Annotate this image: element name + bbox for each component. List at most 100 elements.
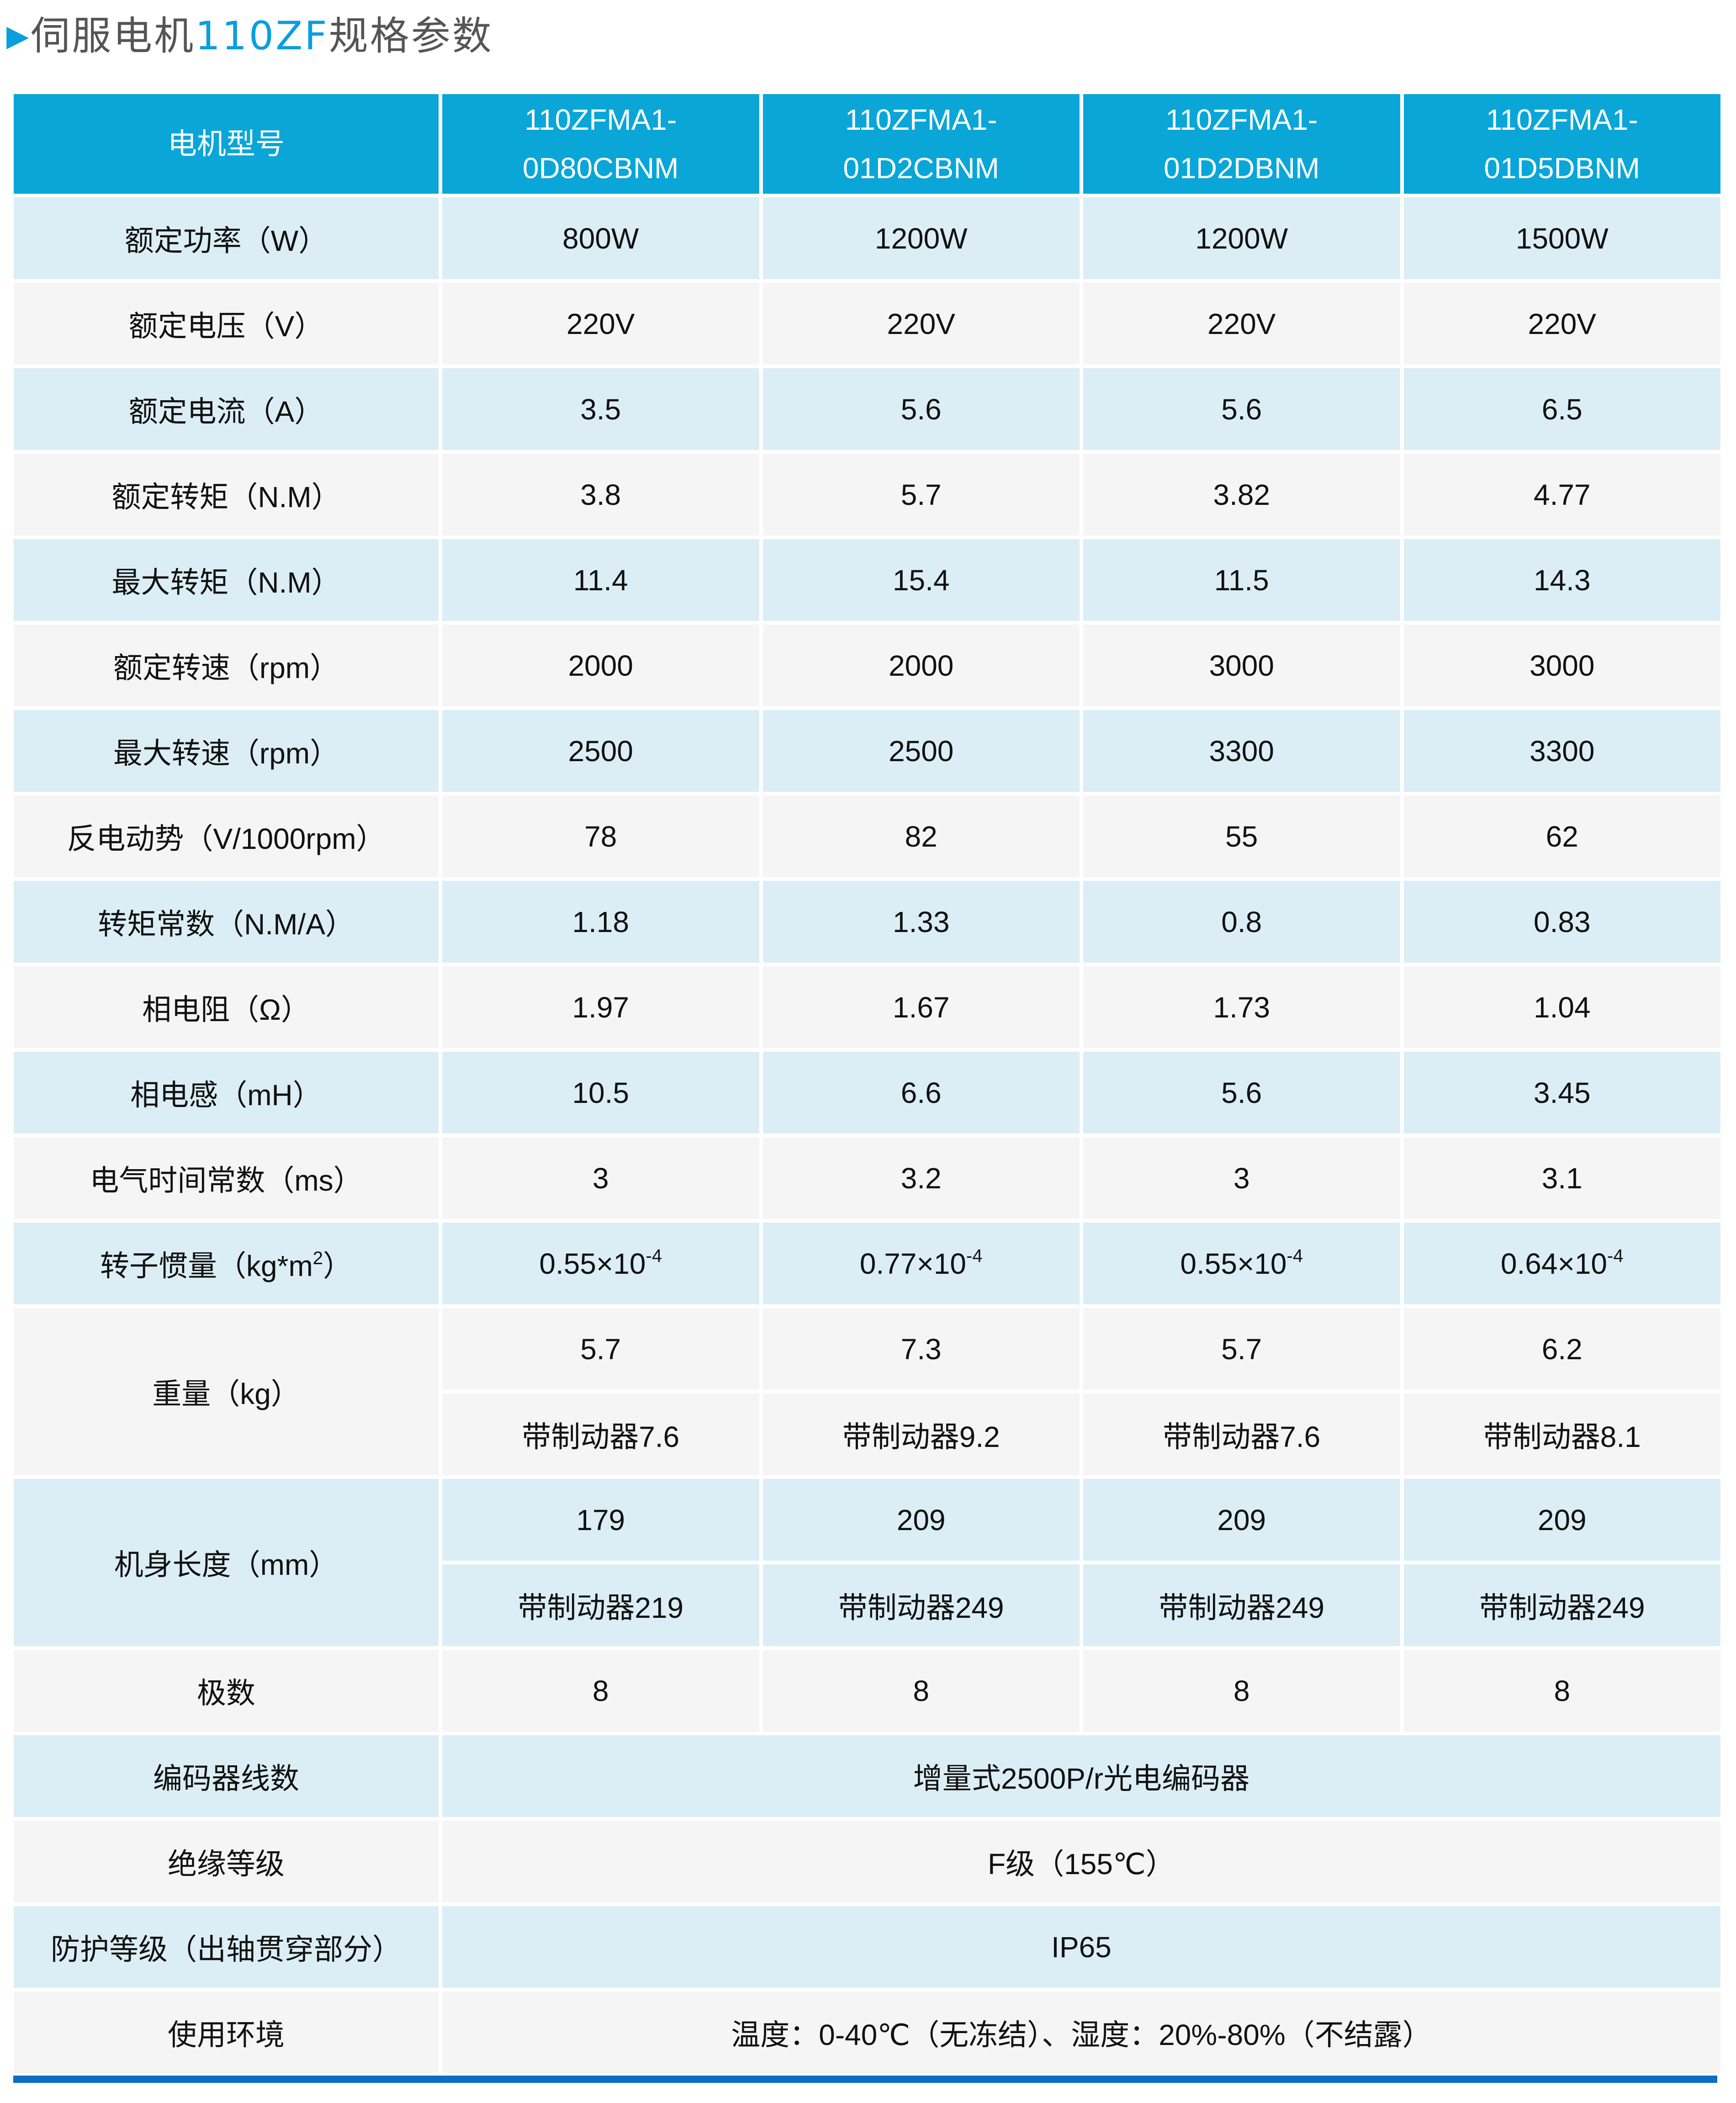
row-label: 电气时间常数（ms） — [14, 1137, 439, 1219]
row-label: 额定电流（A） — [14, 368, 439, 450]
row-value: 2000 — [442, 625, 759, 706]
row-value: 11.5 — [1083, 539, 1400, 621]
row-value: 14.3 — [1403, 539, 1720, 621]
row-label: 绝缘等级 — [14, 1821, 439, 1902]
value-text: 6.6 — [900, 1076, 942, 1109]
row-value: 3.8 — [442, 454, 759, 535]
model-line1: 110ZFMA1- — [1486, 103, 1638, 136]
row-value: 0.8 — [1083, 881, 1400, 963]
row-value: 0.77×10-4 — [762, 1223, 1080, 1304]
row-label-text: 额定电压（V） — [128, 309, 324, 343]
value-text: 220V — [1528, 307, 1596, 340]
table-row: 机身长度（mm） 179 209 209 209 — [14, 1479, 1720, 1646]
row-value: 220V — [1403, 283, 1720, 365]
row-label: 机身长度（mm） — [14, 1479, 439, 1646]
value-text: 1.18 — [572, 905, 630, 938]
value-text: 8 — [913, 1674, 930, 1707]
value-text: 1500W — [1515, 222, 1609, 255]
row-value-brake: 带制动器249 — [762, 1564, 1080, 1646]
table-row: 相电阻（Ω） 1.97 1.67 1.73 1.04 — [14, 966, 1720, 1048]
row-label: 使用环境 — [14, 1992, 439, 2073]
value-text: 209 — [1217, 1503, 1266, 1536]
table-row: 极数 8 8 8 8 — [14, 1650, 1720, 1732]
row-label: 防护等级（出轴贯穿部分） — [14, 1906, 439, 1988]
value-text: 3.45 — [1533, 1076, 1591, 1109]
value-text: 8 — [1554, 1674, 1571, 1707]
row-value: 3.1 — [1403, 1137, 1720, 1219]
value-text: 3000 — [1209, 649, 1274, 682]
table-row: 额定转速（rpm） 2000 2000 3000 3000 — [14, 625, 1720, 706]
value-text: 1200W — [1195, 222, 1288, 255]
value-text: 1200W — [874, 222, 968, 255]
model-line2: 0D80CBNM — [523, 152, 679, 185]
title-suffix: 规格参数 — [328, 13, 493, 59]
value-text: 10.5 — [572, 1076, 630, 1109]
row-value: 1.04 — [1403, 966, 1720, 1048]
row-label-text: 反电动势（V/1000rpm） — [67, 822, 386, 855]
value-text: 4.77 — [1533, 478, 1591, 511]
table-row: 重量（kg） 5.7 7.3 5.7 6.2 — [14, 1308, 1720, 1475]
row-label: 额定电压（V） — [14, 283, 439, 365]
row-label: 相电感（mH） — [14, 1052, 439, 1134]
row-label: 反电动势（V/1000rpm） — [14, 795, 439, 877]
row-label-text: 重量（kg） — [152, 1377, 300, 1410]
value-text: 3.5 — [580, 392, 621, 426]
row-value: 3.5 — [442, 368, 759, 450]
value-text: 82 — [905, 820, 937, 853]
value-text: 0.55×10 — [539, 1247, 646, 1280]
row-value: 5.6 — [1083, 1052, 1400, 1134]
value-text: 2500 — [568, 734, 633, 768]
row-label-text: 防护等级（出轴贯穿部分） — [51, 1933, 402, 1966]
value-text: 6.2 — [1541, 1332, 1583, 1366]
row-label-text: 相电阻（Ω） — [142, 993, 310, 1026]
value-text: 8 — [1233, 1674, 1250, 1707]
value-text: 0.8 — [1221, 905, 1262, 938]
row-value: F级（155℃） — [442, 1821, 1720, 1902]
row-value: 179 — [442, 1479, 759, 1561]
value-text: 179 — [576, 1503, 625, 1536]
row-value: 3000 — [1083, 625, 1400, 706]
value-sup: -4 — [646, 1245, 662, 1266]
row-label-text: 最大转矩（N.M） — [111, 566, 341, 599]
model-line2: 01D2CBNM — [843, 152, 999, 185]
row-value: 5.7 — [442, 1308, 759, 1390]
value-text: 11.5 — [1214, 563, 1269, 597]
row-value: 1200W — [762, 197, 1080, 279]
row-label-text: 编码器线数 — [153, 1762, 299, 1795]
model-line2: 01D5DBNM — [1484, 152, 1640, 185]
table-row: 额定功率（W） 800W 1200W 1200W 1500W — [14, 197, 1720, 279]
row-value: 4.77 — [1403, 454, 1720, 535]
value-text: 220V — [1207, 307, 1276, 340]
value-text: 5.7 — [580, 1332, 621, 1366]
row-label-text: 使用环境 — [168, 2018, 285, 2051]
header-model: 110ZFMA1- 01D2DBNM — [1083, 94, 1400, 194]
header-model: 110ZFMA1- 0D80CBNM — [442, 94, 759, 194]
row-value: 7.3 — [762, 1308, 1080, 1390]
row-label: 额定转速（rpm） — [14, 625, 439, 706]
table-row: 最大转速（rpm） 2500 2500 3300 3300 — [14, 710, 1720, 792]
label-end: ） — [323, 1249, 353, 1282]
page-title: ▶伺服电机110ZF规格参数 — [6, 4, 493, 61]
row-label: 极数 — [14, 1650, 439, 1732]
row-value: 1.67 — [762, 966, 1080, 1048]
row-value: 15.4 — [762, 539, 1080, 621]
row-value: 55 — [1083, 795, 1400, 877]
value-text: 0.64×10 — [1500, 1247, 1608, 1280]
row-label-text: 额定转速（rpm） — [113, 651, 339, 684]
value-text: 5.7 — [900, 478, 942, 511]
row-value: 3300 — [1083, 710, 1400, 792]
row-value: 增量式2500P/r光电编码器 — [442, 1735, 1720, 1817]
value-text: 8 — [592, 1674, 609, 1707]
row-label: 额定转矩（N.M） — [14, 454, 439, 535]
row-value: 209 — [1403, 1479, 1720, 1561]
value-text: 1.67 — [892, 991, 950, 1024]
row-value: 800W — [442, 197, 759, 279]
value-text: 2000 — [889, 649, 954, 682]
row-value: 3 — [1083, 1137, 1400, 1219]
row-value-brake: 带制动器249 — [1083, 1564, 1400, 1646]
row-value: 5.7 — [1083, 1308, 1400, 1390]
row-label: 重量（kg） — [14, 1308, 439, 1475]
row-label-text: 转矩常数（N.M/A） — [98, 907, 355, 941]
row-value-brake: 带制动器7.6 — [442, 1393, 759, 1475]
row-label-text: 极数 — [197, 1676, 255, 1710]
